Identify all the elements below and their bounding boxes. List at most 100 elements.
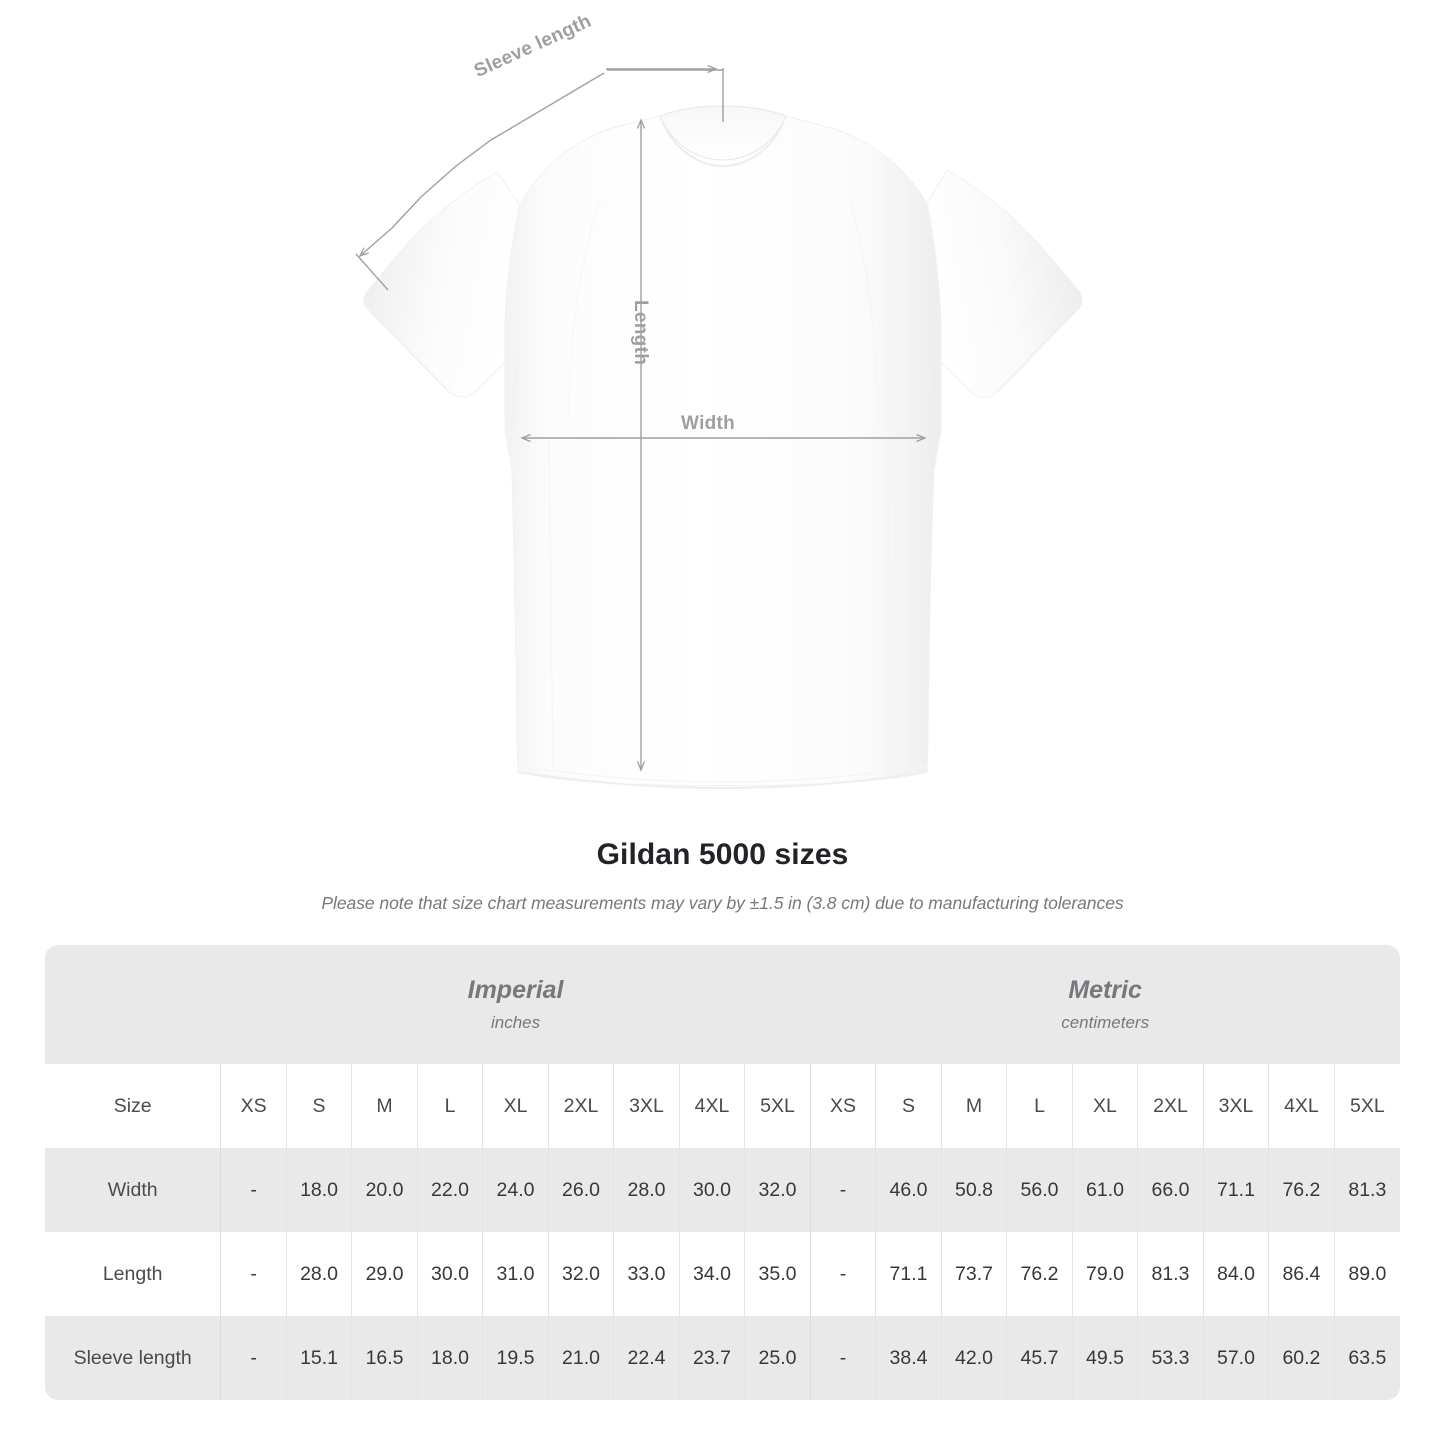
size-header-imperial-s: S: [285, 1064, 352, 1148]
cell-width-imperial-s: 18.0: [285, 1148, 352, 1232]
cell-length-imperial-l: 30.0: [416, 1232, 483, 1316]
size-chart-table-container: Imperial inches Metric centimeters Size …: [45, 945, 1400, 1401]
size-header-imperial-3xl: 3XL: [613, 1064, 680, 1148]
size-header-metric-5xl: 5XL: [1333, 1064, 1400, 1148]
cell-length-imperial-4xl: 34.0: [678, 1232, 745, 1316]
sleeve-length-arrow-line: [360, 72, 605, 256]
size-header-metric-xs: XS: [809, 1064, 876, 1148]
size-header-imperial-m: M: [351, 1064, 418, 1148]
cell-length-metric-m: 73.7: [940, 1232, 1007, 1316]
cell-sleeve-metric-3xl: 57.0: [1202, 1316, 1269, 1400]
table-row: Width - 18.0 20.0 22.0 24.0 26.0 28.0 30…: [45, 1148, 1400, 1232]
row-label-length: Length: [45, 1232, 221, 1316]
size-header-metric-s: S: [875, 1064, 942, 1148]
cell-sleeve-metric-4xl: 60.2: [1268, 1316, 1335, 1400]
size-header-imperial-2xl: 2XL: [547, 1064, 614, 1148]
cell-width-imperial-2xl: 26.0: [547, 1148, 614, 1232]
size-header-imperial-xl: XL: [482, 1064, 549, 1148]
cell-sleeve-imperial-3xl: 22.4: [613, 1316, 680, 1400]
tshirt-illustration: [355, 0, 1083, 790]
width-label: Width: [681, 413, 736, 434]
cell-width-imperial-3xl: 28.0: [613, 1148, 680, 1232]
size-header-metric-2xl: 2XL: [1137, 1064, 1204, 1148]
cell-length-metric-xl: 79.0: [1071, 1232, 1138, 1316]
row-label-sleeve-length: Sleeve length: [45, 1316, 221, 1400]
size-header-metric-xl: XL: [1071, 1064, 1138, 1148]
cell-sleeve-metric-l: 45.7: [1006, 1316, 1073, 1400]
cell-length-metric-s: 71.1: [875, 1232, 942, 1316]
cell-sleeve-metric-xs: -: [809, 1316, 876, 1400]
size-header-imperial-4xl: 4XL: [678, 1064, 745, 1148]
size-header-imperial-xs: XS: [220, 1064, 287, 1148]
metric-sublabel: centimeters: [1061, 1012, 1150, 1032]
torso: [504, 115, 942, 787]
cell-width-metric-3xl: 71.1: [1202, 1148, 1269, 1232]
cell-sleeve-imperial-xl: 19.5: [482, 1316, 549, 1400]
right-sleeve: [919, 169, 1083, 431]
cell-width-metric-5xl: 81.3: [1333, 1148, 1400, 1232]
cell-width-metric-l: 56.0: [1006, 1148, 1073, 1232]
collar-inner-seam: [662, 122, 784, 168]
tolerance-note: Please note that size chart measurements…: [321, 893, 1124, 913]
cell-width-metric-m: 50.8: [940, 1148, 1007, 1232]
size-header-metric-m: M: [940, 1064, 1007, 1148]
cell-sleeve-metric-xl: 49.5: [1071, 1316, 1138, 1400]
cell-width-metric-xl: 61.0: [1071, 1148, 1138, 1232]
cell-length-metric-xs: -: [809, 1232, 876, 1316]
cell-width-imperial-xl: 24.0: [482, 1148, 549, 1232]
length-label: Length: [630, 300, 651, 366]
size-header-row: Size XS S M L XL 2XL 3XL 4XL 5XL XS S M …: [45, 1064, 1400, 1148]
cell-width-metric-4xl: 76.2: [1268, 1148, 1335, 1232]
cell-width-metric-xs: -: [809, 1148, 876, 1232]
metric-label: Metric: [1068, 976, 1142, 1005]
unit-system-row: Imperial inches Metric centimeters: [45, 945, 1400, 1064]
size-header-metric-l: L: [1006, 1064, 1073, 1148]
cell-width-imperial-l: 22.0: [416, 1148, 483, 1232]
cell-sleeve-imperial-xs: -: [220, 1316, 287, 1400]
cell-length-metric-3xl: 84.0: [1202, 1232, 1269, 1316]
table-row: Length - 28.0 29.0 30.0 31.0 32.0 33.0 3…: [45, 1232, 1400, 1316]
imperial-unit-header: Imperial inches: [220, 945, 811, 1064]
cell-sleeve-imperial-4xl: 23.7: [678, 1316, 745, 1400]
cell-length-metric-5xl: 89.0: [1333, 1232, 1400, 1316]
cell-sleeve-metric-s: 38.4: [875, 1316, 942, 1400]
cell-length-imperial-5xl: 35.0: [744, 1232, 811, 1316]
cell-sleeve-imperial-s: 15.1: [285, 1316, 352, 1400]
cell-sleeve-imperial-m: 16.5: [351, 1316, 418, 1400]
cell-width-imperial-m: 20.0: [351, 1148, 418, 1232]
cell-length-imperial-xs: -: [220, 1232, 287, 1316]
cell-sleeve-imperial-l: 18.0: [416, 1316, 483, 1400]
cell-width-metric-s: 46.0: [875, 1148, 942, 1232]
cell-length-imperial-2xl: 32.0: [547, 1232, 614, 1316]
page-title: Gildan 5000 sizes: [596, 838, 849, 871]
size-row-label: Size: [45, 1064, 221, 1148]
cell-sleeve-metric-m: 42.0: [940, 1316, 1007, 1400]
metric-unit-header: Metric centimeters: [810, 945, 1400, 1064]
imperial-sublabel: inches: [490, 1012, 541, 1032]
table-row: Sleeve length - 15.1 16.5 18.0 19.5 21.0…: [45, 1316, 1400, 1400]
shirt-body-shape: [363, 105, 1083, 790]
size-chart-table: Imperial inches Metric centimeters Size …: [45, 945, 1400, 1400]
left-sleeve: [363, 171, 526, 431]
tshirt-diagram: Sleeve length Length Width: [355, 0, 1083, 790]
cell-length-imperial-s: 28.0: [285, 1232, 352, 1316]
cell-sleeve-imperial-5xl: 25.0: [744, 1316, 811, 1400]
cell-length-metric-l: 76.2: [1006, 1232, 1073, 1316]
row-label-width: Width: [45, 1148, 221, 1232]
cell-length-metric-4xl: 86.4: [1268, 1232, 1335, 1316]
measurement-lines: [355, 68, 925, 770]
title-block: Gildan 5000 sizes Please note that size …: [0, 838, 1445, 914]
size-header-metric-3xl: 3XL: [1202, 1064, 1269, 1148]
unit-spacer: [45, 945, 221, 1064]
cell-length-imperial-3xl: 33.0: [613, 1232, 680, 1316]
cell-length-metric-2xl: 81.3: [1137, 1232, 1204, 1316]
size-header-imperial-l: L: [416, 1064, 483, 1148]
imperial-label: Imperial: [467, 976, 564, 1005]
cell-length-imperial-xl: 31.0: [482, 1232, 549, 1316]
cell-length-imperial-m: 29.0: [351, 1232, 418, 1316]
cell-width-imperial-5xl: 32.0: [744, 1148, 811, 1232]
hem-line: [517, 771, 928, 790]
cell-sleeve-metric-2xl: 53.3: [1137, 1316, 1204, 1400]
size-header-imperial-5xl: 5XL: [744, 1064, 811, 1148]
cell-sleeve-metric-5xl: 63.5: [1333, 1316, 1400, 1400]
